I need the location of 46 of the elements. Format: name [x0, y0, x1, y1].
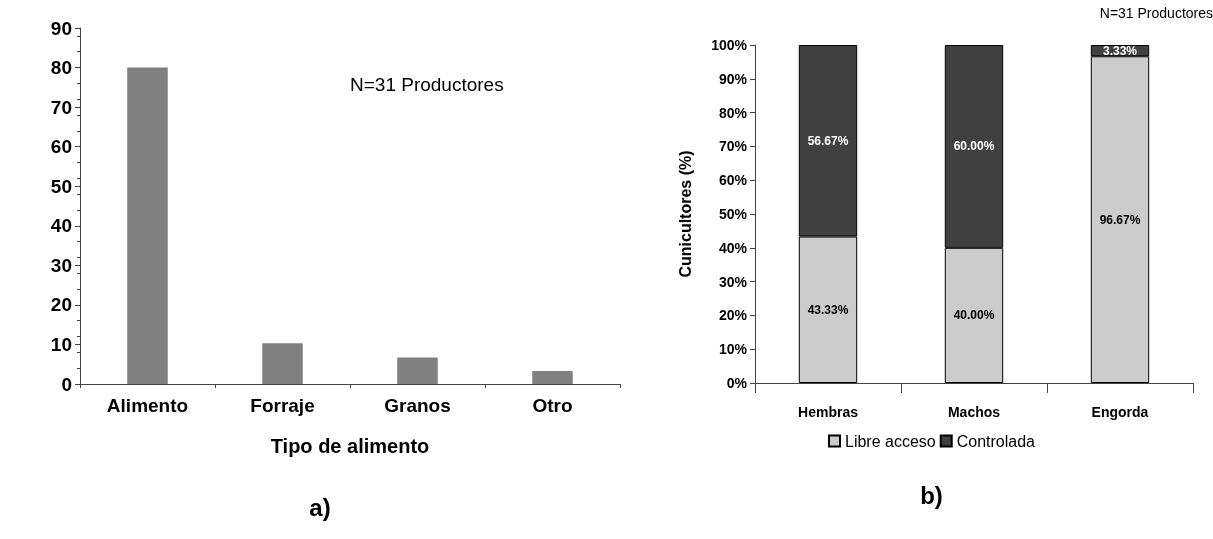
y-tick-label: 30% — [718, 273, 748, 290]
data-label: 3.33% — [1102, 43, 1138, 58]
x-tick-label: Hembras — [798, 404, 859, 420]
y-tick-label: 10 — [50, 333, 72, 355]
x-axis-title: Tipo de alimento — [270, 435, 430, 457]
data-label: 56.67% — [807, 133, 849, 148]
data-label: 96.67% — [1099, 212, 1141, 227]
y-tick-label: 70% — [718, 138, 748, 155]
text: b) — [920, 481, 943, 509]
text: a) — [309, 493, 331, 521]
legend-label: Controlada — [956, 432, 1036, 450]
y-tick-label: 90 — [50, 17, 72, 39]
bar — [127, 67, 168, 384]
x-tick-label: Machos — [947, 404, 1001, 420]
legend-label: Libre acceso — [845, 432, 936, 450]
y-tick-label: 40% — [718, 239, 748, 256]
y-tick-label: 60% — [718, 172, 748, 189]
y-tick-label: 50% — [718, 206, 748, 222]
y-tick-label: 100% — [711, 37, 748, 53]
x-tick-label: Forraje — [250, 395, 315, 416]
x-tick-label: Engorda — [1091, 404, 1149, 420]
y-tick-label: 0% — [726, 375, 748, 391]
annotation: N=31 Productores — [350, 74, 504, 95]
y-tick-label: 80 — [50, 57, 72, 79]
y-axis-title: Cunicultores (%) — [676, 150, 694, 278]
bar — [262, 343, 303, 384]
y-tick-label: 90% — [718, 70, 748, 87]
x-tick-label: Alimento — [106, 395, 189, 416]
bar — [397, 357, 438, 384]
y-tick-label: 10% — [718, 341, 748, 358]
data-label: 43.33% — [807, 302, 849, 317]
y-tick-label: 60 — [50, 136, 72, 158]
text: N=31 Productores — [1099, 5, 1213, 21]
y-tick-label: 80% — [718, 104, 748, 121]
y-tick-label: 30 — [50, 254, 72, 276]
y-tick-label: 20% — [718, 307, 748, 324]
y-tick-label: 0 — [61, 373, 72, 395]
y-tick-label: 50 — [50, 175, 72, 197]
x-tick-label: Granos — [384, 395, 451, 416]
y-tick-label: 20 — [50, 294, 72, 316]
data-label: 60.00% — [953, 139, 995, 154]
y-tick-label: 40 — [50, 215, 72, 237]
data-label: 40.00% — [953, 308, 995, 323]
bar — [532, 370, 573, 384]
y-tick-label: 70 — [50, 96, 72, 118]
x-tick-label: Otro — [532, 395, 573, 416]
